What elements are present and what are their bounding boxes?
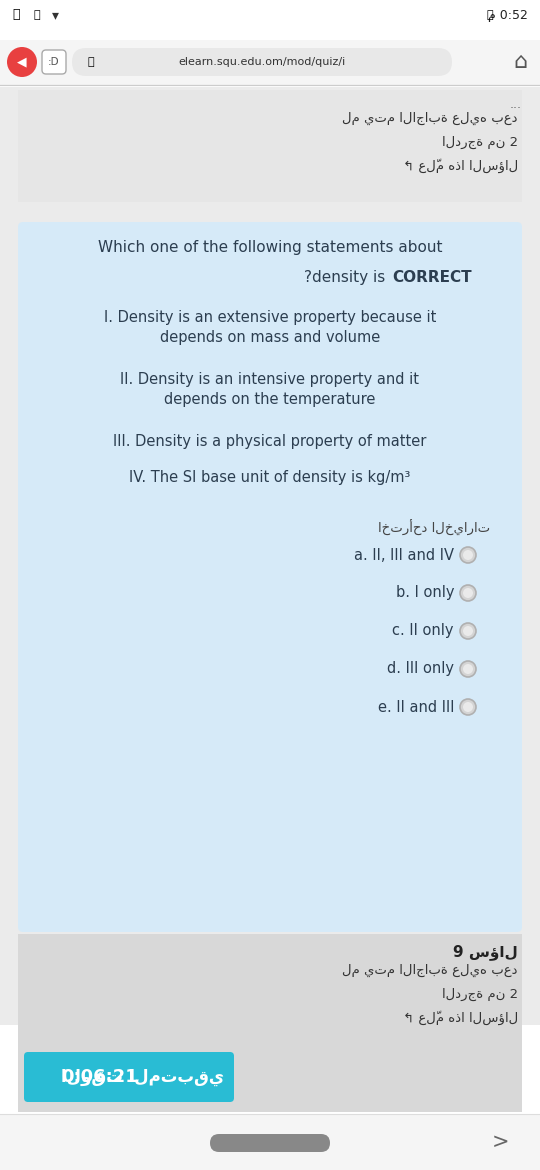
Circle shape <box>463 589 473 598</box>
Circle shape <box>460 661 476 677</box>
Bar <box>18 934 522 1112</box>
Circle shape <box>460 585 476 601</box>
Text: الدرجة من 2: الدرجة من 2 <box>442 136 518 149</box>
Text: e. II and III: e. II and III <box>377 700 454 715</box>
Text: ↰ علّم هذا السؤال: ↰ علّم هذا السؤال <box>403 159 518 173</box>
Text: ...: ... <box>510 98 522 111</box>
FancyBboxPatch shape <box>210 1134 330 1152</box>
Text: elearn.squ.edu.om/mod/quiz/i: elearn.squ.edu.om/mod/quiz/i <box>178 57 346 67</box>
Text: الدرجة من 2: الدرجة من 2 <box>442 987 518 1000</box>
Bar <box>18 90 522 202</box>
Bar <box>0 220 540 935</box>
FancyBboxPatch shape <box>42 50 66 74</box>
FancyBboxPatch shape <box>18 222 522 932</box>
Circle shape <box>460 548 476 563</box>
Text: c. II only: c. II only <box>393 624 454 639</box>
Text: depends on the temperature: depends on the temperature <box>164 392 376 407</box>
Text: لم يتم الاجابة عليه بعد: لم يتم الاجابة عليه بعد <box>342 963 518 977</box>
Text: م 0:52: م 0:52 <box>488 8 528 21</box>
Text: ▾: ▾ <box>52 8 59 22</box>
Text: ?density is: ?density is <box>304 270 390 285</box>
Circle shape <box>460 622 476 639</box>
Circle shape <box>460 698 476 715</box>
Text: III. Density is a physical property of matter: III. Density is a physical property of m… <box>113 434 427 449</box>
Circle shape <box>463 626 473 636</box>
Circle shape <box>463 550 473 560</box>
Text: :D: :D <box>48 57 60 67</box>
Text: depends on mass and volume: depends on mass and volume <box>160 330 380 345</box>
Bar <box>0 935 540 1025</box>
Circle shape <box>463 665 473 674</box>
Bar <box>0 87 540 205</box>
Text: 🔒: 🔒 <box>88 57 94 67</box>
Circle shape <box>463 702 473 713</box>
Text: 📱: 📱 <box>487 11 494 20</box>
Text: a. II, III and IV: a. II, III and IV <box>354 548 454 563</box>
Text: 9 سؤال: 9 سؤال <box>453 944 518 959</box>
FancyBboxPatch shape <box>72 48 452 76</box>
Text: اخترأحد الخيارات: اخترأحد الخيارات <box>378 519 490 536</box>
Text: لم يتم الاجابة عليه بعد: لم يتم الاجابة عليه بعد <box>342 111 518 124</box>
Text: ↰ علّم هذا السؤال: ↰ علّم هذا السؤال <box>403 1011 518 1025</box>
Bar <box>0 0 540 40</box>
Text: IV. The SI base unit of density is kg/m³: IV. The SI base unit of density is kg/m³ <box>129 470 411 486</box>
Text: b. I only: b. I only <box>395 585 454 600</box>
Text: CORRECT: CORRECT <box>392 270 471 285</box>
Text: I. Density is an extensive property because it: I. Density is an extensive property beca… <box>104 310 436 325</box>
Text: Which one of the following statements about: Which one of the following statements ab… <box>98 240 442 255</box>
Text: 0:06:21: 0:06:21 <box>62 1068 138 1086</box>
Text: 🔋: 🔋 <box>12 8 19 21</box>
Bar <box>0 1114 540 1170</box>
Text: d. III only: d. III only <box>387 661 454 676</box>
Text: الوقت المتبقي: الوقت المتبقي <box>61 1068 224 1086</box>
Text: >: > <box>491 1133 509 1152</box>
Bar <box>0 40 540 85</box>
Circle shape <box>7 47 37 77</box>
Bar <box>0 202 540 220</box>
Text: II. Density is an intensive property and it: II. Density is an intensive property and… <box>120 372 420 387</box>
FancyBboxPatch shape <box>24 1052 234 1102</box>
Text: 📶: 📶 <box>34 11 40 20</box>
Text: ◀: ◀ <box>17 55 27 69</box>
Text: ⌂: ⌂ <box>513 51 527 73</box>
